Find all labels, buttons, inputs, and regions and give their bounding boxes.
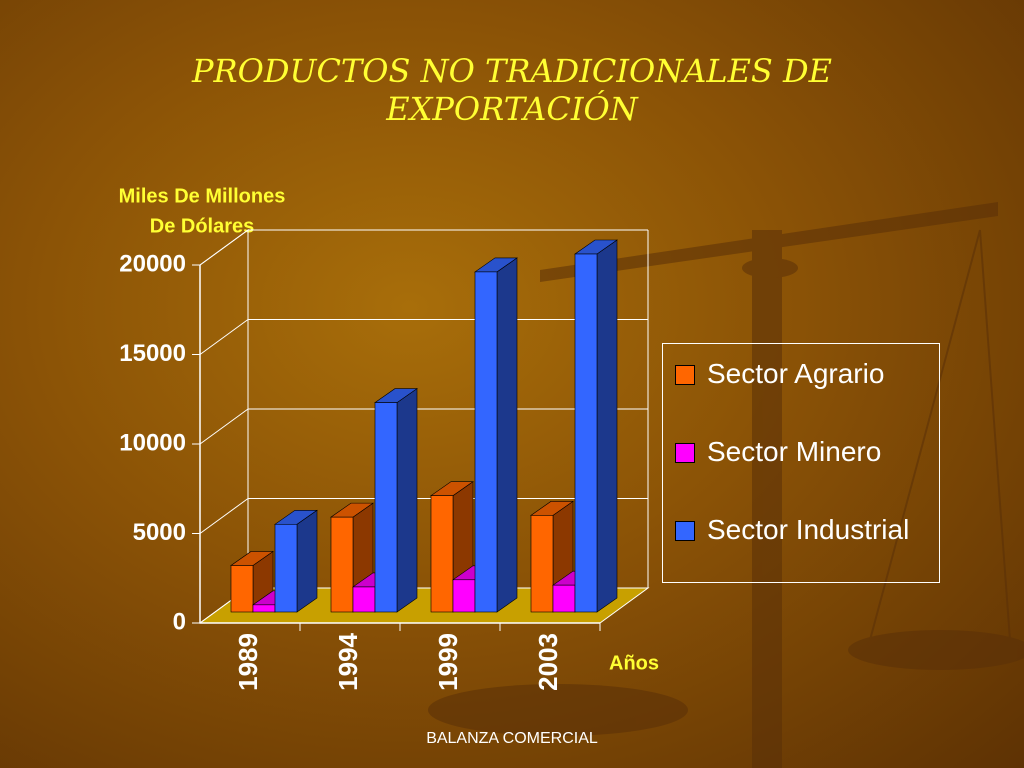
y-axis-label: Miles De Millones: [119, 185, 286, 207]
legend-label: Sector Agrario: [707, 358, 885, 389]
bar: [374, 402, 398, 613]
y-tick-label: 15000: [119, 340, 186, 367]
legend-entry: Sector Agrario: [673, 358, 929, 436]
legend: Sector Agrario Sector Minero Sector Indust…: [662, 343, 940, 583]
x-tick-label: 1999: [433, 633, 463, 691]
bar: [574, 253, 598, 613]
bar: [352, 586, 376, 613]
bar: [530, 515, 554, 613]
chart-title: PRODUCTOS NO TRADICIONALES DE EXPORTACIÓ…: [191, 52, 833, 128]
legend-label: Sector Minero: [707, 436, 882, 467]
legend-swatch: [675, 443, 695, 463]
bar-side: [596, 239, 618, 613]
x-axis-label: Años: [609, 652, 659, 674]
bar: [252, 604, 276, 613]
bar-side: [396, 387, 418, 613]
bar: [230, 565, 254, 613]
bar-side: [496, 257, 518, 613]
legend-swatch: [675, 521, 695, 541]
bar: [430, 495, 454, 613]
y-axis-label: De Dólares: [150, 215, 255, 237]
x-tick-label: 1989: [233, 633, 263, 691]
footer: BALANZA COMERCIAL: [426, 730, 598, 747]
bar-side: [296, 509, 318, 613]
grid-line: [199, 498, 249, 534]
bar: [274, 523, 298, 613]
legend-swatch: [675, 365, 695, 385]
grid-line: [199, 408, 249, 445]
x-tick-label: 1994: [333, 632, 363, 690]
bar: [452, 579, 476, 613]
x-tick-label: 2003: [533, 633, 563, 691]
grid-line: [199, 229, 249, 266]
bar: [474, 271, 498, 613]
legend-entry: Sector Minero: [673, 436, 929, 514]
bar: [552, 584, 576, 613]
legend-label: Sector Industrial: [707, 514, 910, 545]
y-tick-label: 5000: [133, 519, 186, 546]
scale-decoration: [428, 202, 1024, 768]
bar: [330, 516, 354, 613]
grid-line: [199, 319, 249, 355]
y-tick-label: 20000: [119, 250, 186, 277]
legend-entry: Sector Industrial: [673, 514, 929, 592]
y-tick-label: 10000: [119, 429, 186, 456]
y-tick-label: 0: [173, 608, 186, 635]
